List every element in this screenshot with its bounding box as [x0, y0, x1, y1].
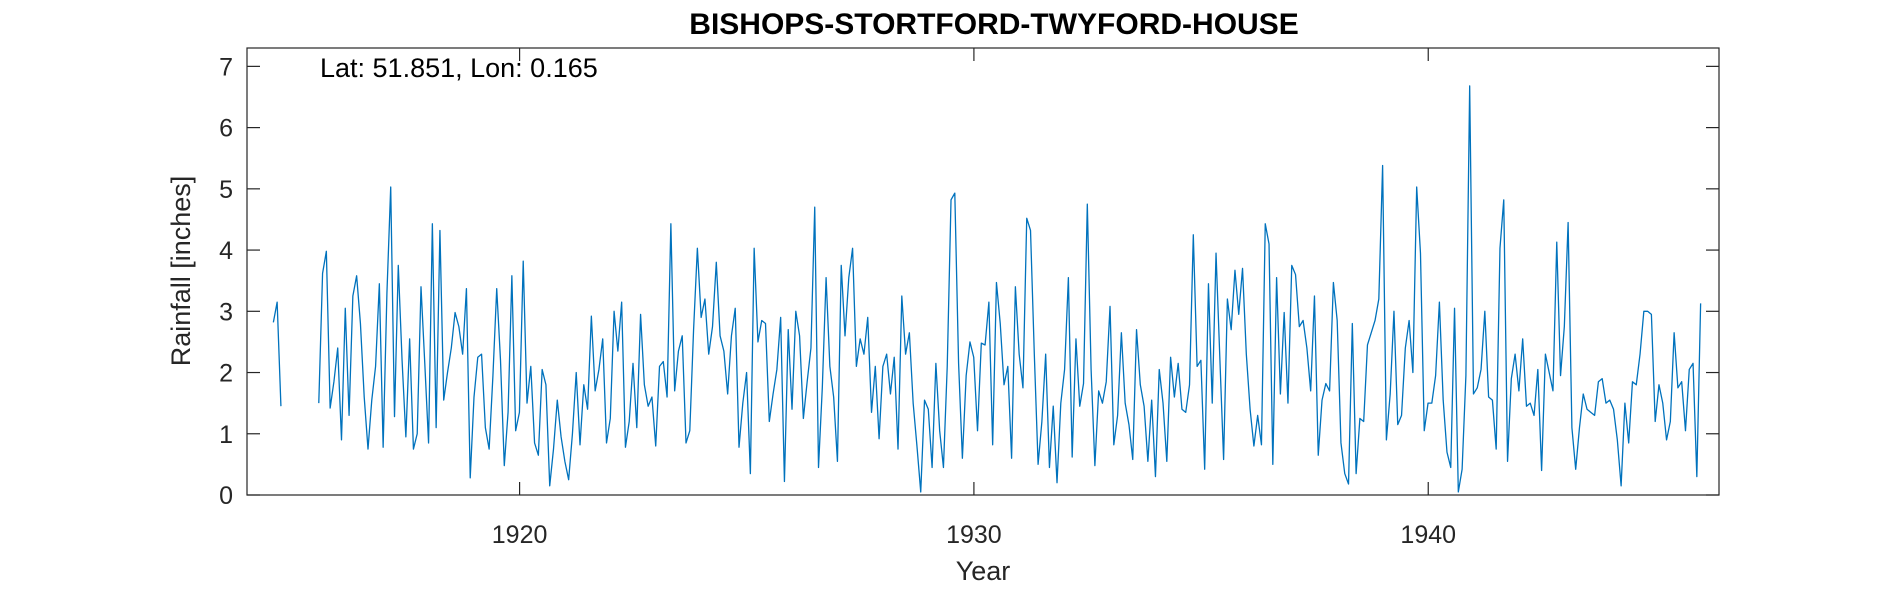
y-tick-label: 1: [219, 421, 233, 449]
x-tick-label: 1940: [1400, 521, 1456, 549]
location-annotation: Lat: 51.851, Lon: 0.165: [320, 53, 598, 83]
y-tick-label: 5: [219, 176, 233, 204]
y-tick-label: 2: [219, 360, 233, 388]
y-tick-label: 4: [219, 237, 233, 265]
y-axis-label: Rainfall [inches]: [166, 176, 196, 367]
x-axis-label: Year: [956, 556, 1011, 586]
plot-frame: [246, 47, 1720, 496]
rainfall-series-line: [272, 85, 1702, 493]
y-tick-label: 0: [219, 482, 233, 510]
chart-title: BISHOPS-STORTFORD-TWYFORD-HOUSE: [689, 8, 1298, 41]
y-tick-label: 7: [219, 53, 233, 81]
y-tick-label: 3: [219, 298, 233, 326]
axis-ticks: [247, 48, 1719, 496]
x-tick-label: 1930: [946, 521, 1002, 549]
x-tick-label: 1920: [492, 521, 548, 549]
series-group: [272, 85, 1702, 493]
axis-tick-labels: 0 1 2 3 4 5 6 7 1920 1930 1940: [219, 53, 1456, 549]
y-tick-label: 6: [219, 115, 233, 143]
